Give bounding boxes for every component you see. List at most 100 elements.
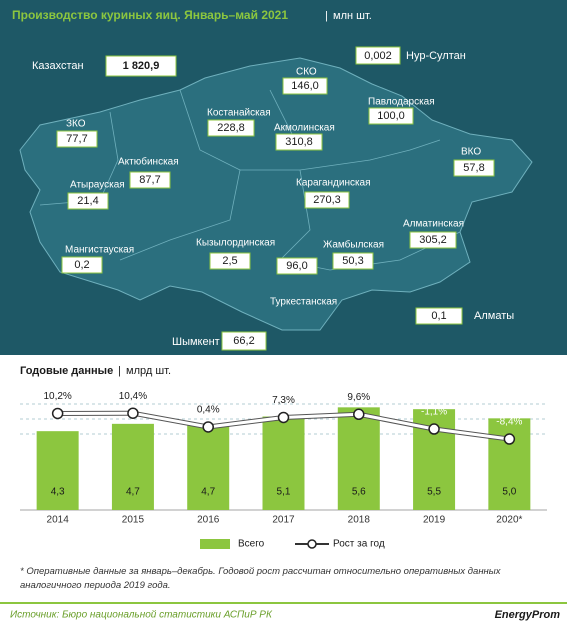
value-box [453, 159, 495, 177]
region-value: 270,3 [313, 194, 341, 206]
region-label: Шымкент [172, 336, 220, 348]
value-box [355, 46, 401, 65]
total-label: Казахстан [32, 60, 84, 72]
value-box [409, 231, 457, 249]
value-box [209, 252, 251, 270]
region-value: 310,8 [285, 136, 313, 148]
bar [36, 431, 79, 510]
x-tick-label: 2019 [423, 515, 446, 526]
legend-swatch [200, 539, 230, 549]
chart-title: Годовые данные [20, 365, 113, 377]
value-box [276, 257, 318, 275]
region-label: Алматинская [403, 219, 464, 230]
source: Источник: Бюро национальной статистики А… [10, 610, 273, 621]
region-label: Акмолинская [274, 123, 335, 134]
legend-label: Рост за год [333, 539, 385, 550]
value-box [61, 256, 103, 274]
line-value-label: 9,6% [347, 392, 370, 403]
chart-area: 2014 2015 2016 2017 2018 2019 2020* 4,3 4,7 4,7 5,… [36, 391, 531, 526]
region-label: Кызылординская [196, 238, 275, 249]
region-value: 100,0 [377, 110, 405, 122]
bar-value-label: 4,7 [201, 487, 215, 498]
bar-value-label: 5,0 [502, 487, 516, 498]
line-point [428, 423, 440, 435]
footnote: * Оперативные данные за январь–декабрь. … [20, 566, 501, 591]
region-value: 305,2 [419, 234, 447, 246]
region-value: 0,2 [74, 259, 89, 271]
total-value: 1 820,9 [123, 60, 160, 72]
region-label: СКО [296, 67, 317, 78]
map-shape [19, 57, 533, 331]
bar-value-label: 5,5 [427, 487, 441, 498]
line-value-label: 0,4% [197, 405, 220, 416]
line-point [353, 408, 365, 421]
region-label: Алматы [474, 310, 514, 322]
value-box [304, 191, 350, 209]
bar [337, 407, 380, 510]
region-label: Атырауская [70, 180, 125, 191]
chart-unit-separator: | [118, 365, 121, 377]
bar-value-label: 4,7 [126, 487, 140, 498]
line-value-label: 10,4% [119, 391, 147, 402]
line-point [127, 407, 139, 419]
region-label: Павлодарская [368, 97, 435, 108]
region-label: Костанайская [207, 108, 271, 119]
line-point [503, 433, 516, 445]
line-value-label: 7,3% [272, 395, 295, 406]
legend-marker [307, 539, 317, 549]
region-label: ЗКО [66, 119, 86, 130]
region-value: 2,5 [222, 255, 237, 267]
value-box [207, 119, 255, 137]
region-label: Карагандинская [296, 178, 371, 189]
value-box [67, 192, 109, 210]
x-tick-label: 2017 [272, 515, 295, 526]
line-value-label: -8,4% [496, 417, 522, 428]
legend-label: Всего [238, 539, 265, 550]
region-label: Актюбинская [118, 156, 179, 168]
region-value: 57,8 [463, 162, 484, 174]
line-point [202, 421, 214, 433]
line-value-label: 10,2% [43, 391, 71, 402]
value-box [282, 77, 328, 95]
region-value: 228,8 [217, 122, 245, 134]
value-box [56, 130, 98, 148]
value-box [368, 107, 414, 125]
region-value: 66,2 [233, 335, 254, 347]
region-label: Нур-Султан [406, 50, 466, 62]
title: Производство куриных яиц. Январь–май 202… [12, 8, 288, 22]
region-value: 21,4 [77, 195, 98, 207]
line-point [277, 411, 290, 424]
value-box [415, 307, 463, 325]
region-value: 146,0 [291, 80, 319, 92]
x-tick-label: 2018 [348, 515, 371, 526]
title-separator: | [325, 10, 328, 22]
bar-value-label: 5,1 [277, 487, 291, 498]
region-value: 50,3 [342, 255, 363, 267]
region-value: 96,0 [286, 260, 307, 272]
region-label: Жамбылская [323, 239, 384, 251]
line-value-label: -1,1% [421, 407, 447, 418]
region-label: Туркестанская [270, 297, 337, 308]
region-value: 0,1 [431, 310, 446, 322]
value-box [221, 331, 267, 351]
value-box [275, 133, 323, 151]
line-point [51, 407, 64, 420]
chart-unit: млрд шт. [126, 365, 171, 377]
title-unit: млн шт. [333, 10, 372, 22]
region-label: ВКО [461, 147, 481, 158]
value-box [129, 171, 171, 189]
map-labels: Казахстан 1 820,9 0,002 Нур-Султан СКО 1… [32, 46, 514, 351]
bar [262, 416, 305, 510]
x-tick-label: 2016 [197, 515, 220, 526]
bar [187, 423, 230, 510]
bar-value-label: 4,3 [51, 487, 65, 498]
total-box [105, 55, 177, 77]
x-tick-label: 2014 [47, 515, 70, 526]
x-tick-label: 2015 [122, 515, 145, 526]
x-tick-label: 2020* [496, 515, 522, 526]
value-box [332, 252, 374, 270]
bar [111, 423, 154, 510]
region-label: Мангистауская [65, 245, 134, 256]
region-value: 77,7 [66, 133, 87, 145]
